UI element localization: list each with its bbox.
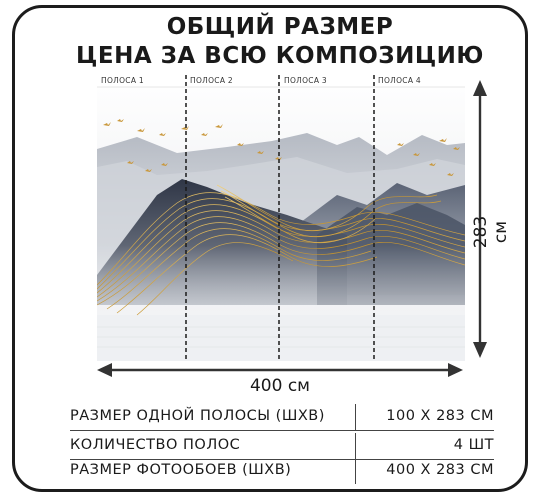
spec-rule — [70, 430, 494, 431]
wallpaper-preview — [97, 75, 465, 361]
title-line-1: ОБЩИЙ РАЗМЕР — [166, 14, 394, 40]
title-line-2: ЦЕНА ЗА ВСЮ КОМПОЗИЦИЮ — [76, 43, 484, 69]
spec-row-strip-count: КОЛИЧЕСТВО ПОЛОС 4 ШТ — [70, 433, 494, 459]
strip-label-1: ПОЛОСА 1 — [101, 76, 145, 85]
height-dimension-label: 283 см — [471, 215, 511, 249]
spec-label: КОЛИЧЕСТВО ПОЛОС — [70, 437, 241, 453]
spec-divider — [355, 433, 356, 459]
spec-divider — [355, 404, 356, 430]
strip-label-2: ПОЛОСА 2 — [190, 76, 234, 85]
width-dimension-label: 400 см — [249, 376, 311, 396]
spec-value: 400 Х 283 СМ — [386, 462, 494, 478]
spec-value: 4 ШТ — [453, 437, 494, 453]
spec-divider — [355, 458, 356, 484]
spec-row-strip-size: РАЗМЕР ОДНОЙ ПОЛОСЫ (ШХВ) 100 Х 283 СМ — [70, 404, 494, 430]
spec-row-total-size: РАЗМЕР ФОТООБОЕВ (ШХВ) 400 Х 283 СМ — [70, 458, 494, 484]
strip-label-3: ПОЛОСА 3 — [284, 76, 328, 85]
strip-label-4: ПОЛОСА 4 — [378, 76, 422, 85]
spec-value: 100 Х 283 СМ — [386, 408, 494, 424]
card-frame — [12, 5, 528, 492]
spec-rule — [70, 459, 494, 460]
spec-label: РАЗМЕР ФОТООБОЕВ (ШХВ) — [70, 462, 292, 478]
spec-label: РАЗМЕР ОДНОЙ ПОЛОСЫ (ШХВ) — [70, 408, 325, 424]
